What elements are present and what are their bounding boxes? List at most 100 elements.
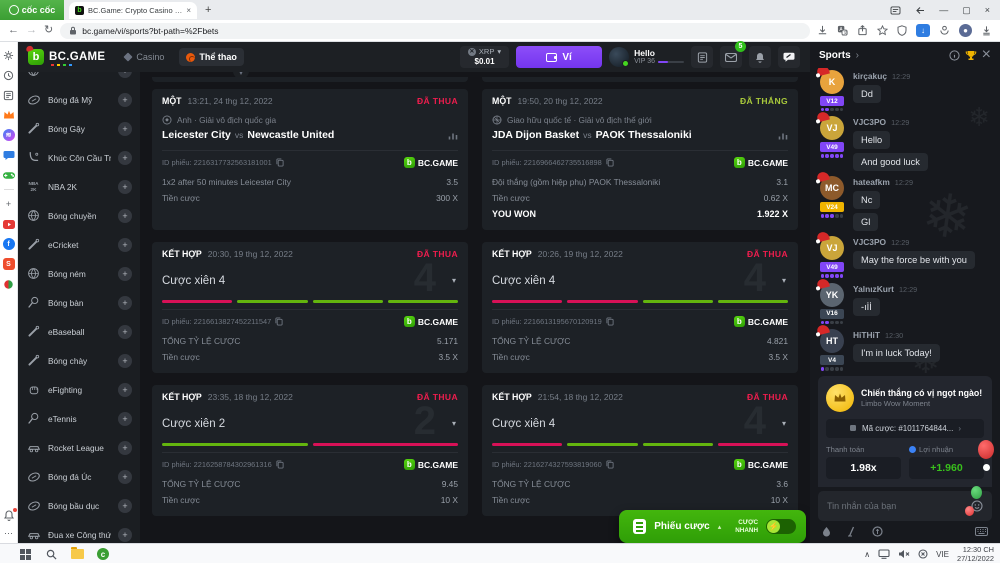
restore-tab-icon[interactable] [915,6,925,15]
rewards-crown-icon[interactable] [3,109,15,121]
window-minimize-button[interactable]: — [939,5,949,15]
match-teams[interactable]: Leicester City vs Newcastle United [162,127,458,150]
copy-icon[interactable] [275,317,283,326]
expand-plus-button[interactable]: + [118,324,132,339]
settings-gear-icon[interactable] [3,49,15,61]
sidebar-item-ebaseball[interactable]: eBaseball + [18,317,140,346]
sidebar-item-b-ng-ch-y[interactable]: Bóng chày + [18,346,140,375]
profile[interactable]: Hello VIP 36 [609,47,684,67]
chat-username[interactable]: VJC3PO [853,117,887,128]
notifications-bell-icon[interactable] [3,508,17,521]
chevron-down-icon[interactable]: ▾ [451,419,456,428]
sidebar-item-b-ng-c[interactable]: Bóng đá Úc + [18,462,140,491]
chat-avatar[interactable]: VJ [816,231,844,261]
sidebar-item-b-ng-g-y[interactable]: Bóng Gậy + [18,114,140,143]
sidebar-item-b-ng-b-u-d-c[interactable]: Bóng bầu dục + [18,491,140,520]
chat-info-icon[interactable] [949,49,960,61]
language-indicator[interactable]: VIE [936,549,949,559]
sidebar-item-kh-c-c-n-c-u-tr-n-b-ng[interactable]: Khúc Côn Cầu Trên Băng + [18,143,140,172]
rain-tip-icon[interactable] [822,526,831,537]
chat-avatar[interactable]: MC [816,171,844,201]
start-button[interactable] [12,548,38,560]
quick-bet-toggle[interactable]: ⚡ [766,519,796,534]
new-tab-button[interactable]: + [205,4,212,16]
expand-plus-button[interactable]: + [118,295,132,310]
adblock-shield-icon[interactable] [897,25,907,36]
bet-list-button[interactable] [691,46,713,68]
tray-expand-icon[interactable]: ∧ [864,549,871,559]
sidebar-item--ua-xe-c-ng-th-c-1[interactable]: Đua xe Công thức 1 + [18,520,140,543]
zalo-chat-icon[interactable] [3,149,15,161]
download-active-icon[interactable]: ↓ [916,24,930,37]
coin-drop-icon[interactable] [872,526,883,537]
chevron-right-icon[interactable]: › [855,49,860,61]
combo-title-row[interactable]: 4 Cược xiên 4 ▾ [162,258,458,298]
profile-avatar[interactable] [609,47,630,67]
network-icon[interactable] [878,549,890,559]
youtube-icon[interactable] [2,218,15,230]
sidebar-item-efighting[interactable]: eFighting + [18,375,140,404]
expand-plus-button[interactable]: + [118,469,132,484]
sidebar-item-b-ng-chuy-n[interactable]: Bóng chuyền + [18,201,140,230]
copy-icon[interactable] [276,158,284,167]
chat-avatar[interactable]: YK [816,277,844,307]
add-shortcut-icon[interactable]: + [5,199,12,209]
browser-profile-avatar[interactable]: ● [959,24,972,37]
expand-plus-button[interactable]: + [118,411,132,426]
chat-input[interactable] [827,501,971,511]
nav-sports[interactable]: Thể thao [179,48,244,66]
combo-title-row[interactable]: 2 Cược xiên 2 ▾ [162,401,458,441]
chat-room-title[interactable]: Sports [819,49,851,61]
chevron-down-icon[interactable]: ▾ [781,276,786,285]
browser-tab[interactable]: b BC.Game: Crypto Casino Gan × [69,1,197,19]
expand-plus-button[interactable]: + [118,527,132,542]
history-icon[interactable] [3,69,15,81]
nav-casino[interactable]: Casino [117,48,171,66]
copy-icon[interactable] [276,460,284,469]
reload-button[interactable]: ↻ [44,24,54,36]
chat-avatar[interactable]: K [816,68,844,94]
chat-avatar[interactable]: VJ [816,111,844,141]
trophy-icon[interactable] [965,50,977,61]
chat-close-icon[interactable]: × [981,46,991,63]
expand-plus-button[interactable]: + [118,440,132,455]
sidebar-item-partial[interactable]: + [18,72,140,85]
back-button[interactable]: ← [8,24,19,36]
chat-avatar[interactable]: HT [816,323,844,354]
facebook-icon[interactable]: f [2,238,15,250]
chat-username[interactable]: YalnızKurt [853,283,894,294]
expand-plus-button[interactable]: + [118,382,132,397]
header-collapse-tab[interactable]: ▾ [233,71,249,79]
notifications-button[interactable] [749,46,771,68]
sidebar-item-rocket-league[interactable]: Rocket League + [18,433,140,462]
window-close-button[interactable]: × [984,5,990,15]
copy-icon[interactable] [606,460,614,469]
expand-plus-button[interactable]: + [118,72,132,78]
expand-plus-button[interactable]: + [118,208,132,223]
sidebar-item-ecricket[interactable]: eCricket + [18,230,140,259]
currency-selector[interactable]: ✕ XRP ▾ $0.01 [459,46,510,68]
taskbar-search-icon[interactable] [38,549,64,560]
extension-icon[interactable] [939,25,950,36]
games-gamepad-icon[interactable] [2,169,15,181]
chevron-down-icon[interactable]: ▾ [451,276,456,285]
sidebar-item-b-ng-n-m[interactable]: Bóng ném + [18,259,140,288]
expand-plus-button[interactable]: + [118,150,132,165]
reading-list-icon[interactable] [3,89,15,101]
expand-plus-button[interactable]: + [118,237,132,252]
forward-button[interactable]: → [26,24,37,36]
coccoc-brand[interactable]: cốc cốc [0,0,64,20]
sports-ball-icon[interactable] [3,278,15,290]
shopee-icon[interactable]: S [2,258,15,270]
combo-title-row[interactable]: 4 Cược xiên 4 ▾ [492,258,788,298]
sidebar-item-etennis[interactable]: eTennis + [18,404,140,433]
expand-plus-button[interactable]: + [118,353,132,368]
sidebar-item-b-ng-b-n[interactable]: Bóng bàn + [18,288,140,317]
stats-chart-icon[interactable] [778,131,788,140]
copy-icon[interactable] [606,317,614,326]
url-field[interactable]: bc.game/vi/sports?bt-path=%2Fbets [60,22,810,39]
combo-title-row[interactable]: 4 Cược xiên 4 ▾ [492,401,788,441]
gif-keyboard-icon[interactable] [975,527,988,536]
chat-toggle-button[interactable] [778,46,800,68]
